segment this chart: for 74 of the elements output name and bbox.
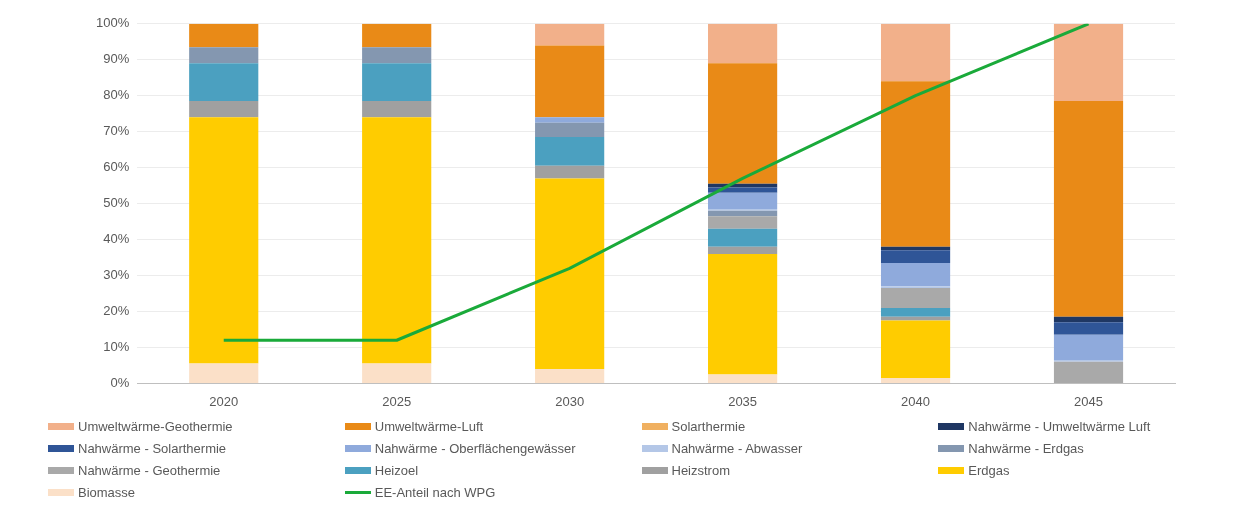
bar — [880, 81, 951, 247]
bar — [1053, 322, 1124, 335]
y-tick-label: 40% — [103, 231, 130, 247]
bar — [535, 122, 605, 138]
bar — [708, 63, 778, 184]
bar — [535, 178, 605, 370]
x-tick-label: 2045 — [1074, 393, 1103, 409]
legend-label: Umweltwärme-Geothermie — [78, 419, 233, 434]
bar — [880, 250, 951, 263]
legend-label: Nahwärme - Erdgas — [968, 441, 1084, 456]
bar — [189, 63, 259, 102]
bar — [708, 210, 778, 217]
bar — [880, 307, 951, 317]
legend-label: Biomasse — [78, 485, 136, 500]
y-tick-label: 80% — [103, 87, 130, 103]
bar — [708, 246, 778, 254]
bar — [535, 165, 605, 179]
bar — [362, 101, 432, 118]
bar — [1053, 101, 1124, 317]
bar — [880, 320, 951, 379]
y-tick-label: 50% — [103, 195, 130, 211]
bar — [189, 47, 259, 64]
legend-label: Heizoel — [374, 463, 419, 478]
legend-label: Nahwärme - Abwasser — [671, 441, 803, 456]
bar — [189, 117, 259, 364]
legend-label: Nahwärme - Solarthermie — [78, 441, 227, 456]
bar — [708, 253, 778, 375]
y-tick-label: 10% — [103, 339, 130, 355]
x-tick-label: 2040 — [901, 393, 931, 409]
bar — [362, 363, 432, 383]
legend-label: Nahwärme - Oberflächengewässer — [374, 441, 576, 456]
bar — [1053, 334, 1124, 361]
bar — [880, 288, 951, 308]
bar — [535, 369, 605, 383]
bar — [880, 378, 951, 383]
bar — [880, 23, 951, 82]
legend-label: EE-Anteil nach WPG — [374, 485, 496, 500]
bar — [535, 45, 605, 118]
bar — [708, 216, 778, 229]
bar — [708, 228, 778, 247]
legend-label: Umweltwärme-Luft — [374, 419, 484, 434]
bar — [880, 262, 951, 287]
y-tick-label: 90% — [103, 51, 130, 67]
x-tick-label: 2025 — [382, 393, 412, 409]
bar — [362, 23, 432, 48]
bar — [535, 23, 605, 46]
y-tick-label: 20% — [103, 303, 130, 319]
bar — [1053, 316, 1124, 323]
bar — [708, 23, 778, 64]
x-tick-label: 2035 — [728, 393, 758, 409]
y-tick-label: 70% — [103, 123, 130, 139]
bar — [362, 63, 432, 102]
legend-label: Heizstrom — [671, 463, 731, 478]
legend-label: Erdgas — [968, 463, 1010, 478]
legend-label: Solarthermie — [671, 419, 746, 434]
bar — [362, 47, 432, 64]
x-tick-label: 2020 — [209, 393, 239, 409]
bar — [189, 23, 259, 48]
x-tick-label: 2030 — [555, 393, 585, 409]
bar — [535, 117, 605, 123]
legend-label: Nahwärme - Geothermie — [78, 463, 221, 478]
bar — [362, 117, 432, 364]
y-tick-label: 0% — [110, 374, 130, 390]
bar — [535, 137, 605, 166]
bar — [1053, 23, 1124, 102]
legend-label: Nahwärme - Umweltwärme Luft — [968, 419, 1151, 434]
bar — [189, 363, 259, 383]
y-tick-label: 100% — [96, 15, 130, 31]
bar — [708, 374, 778, 383]
y-tick-label: 60% — [103, 159, 130, 175]
bar — [1053, 361, 1124, 383]
bar — [708, 192, 778, 209]
y-tick-label: 30% — [103, 267, 130, 283]
bar — [189, 101, 259, 118]
